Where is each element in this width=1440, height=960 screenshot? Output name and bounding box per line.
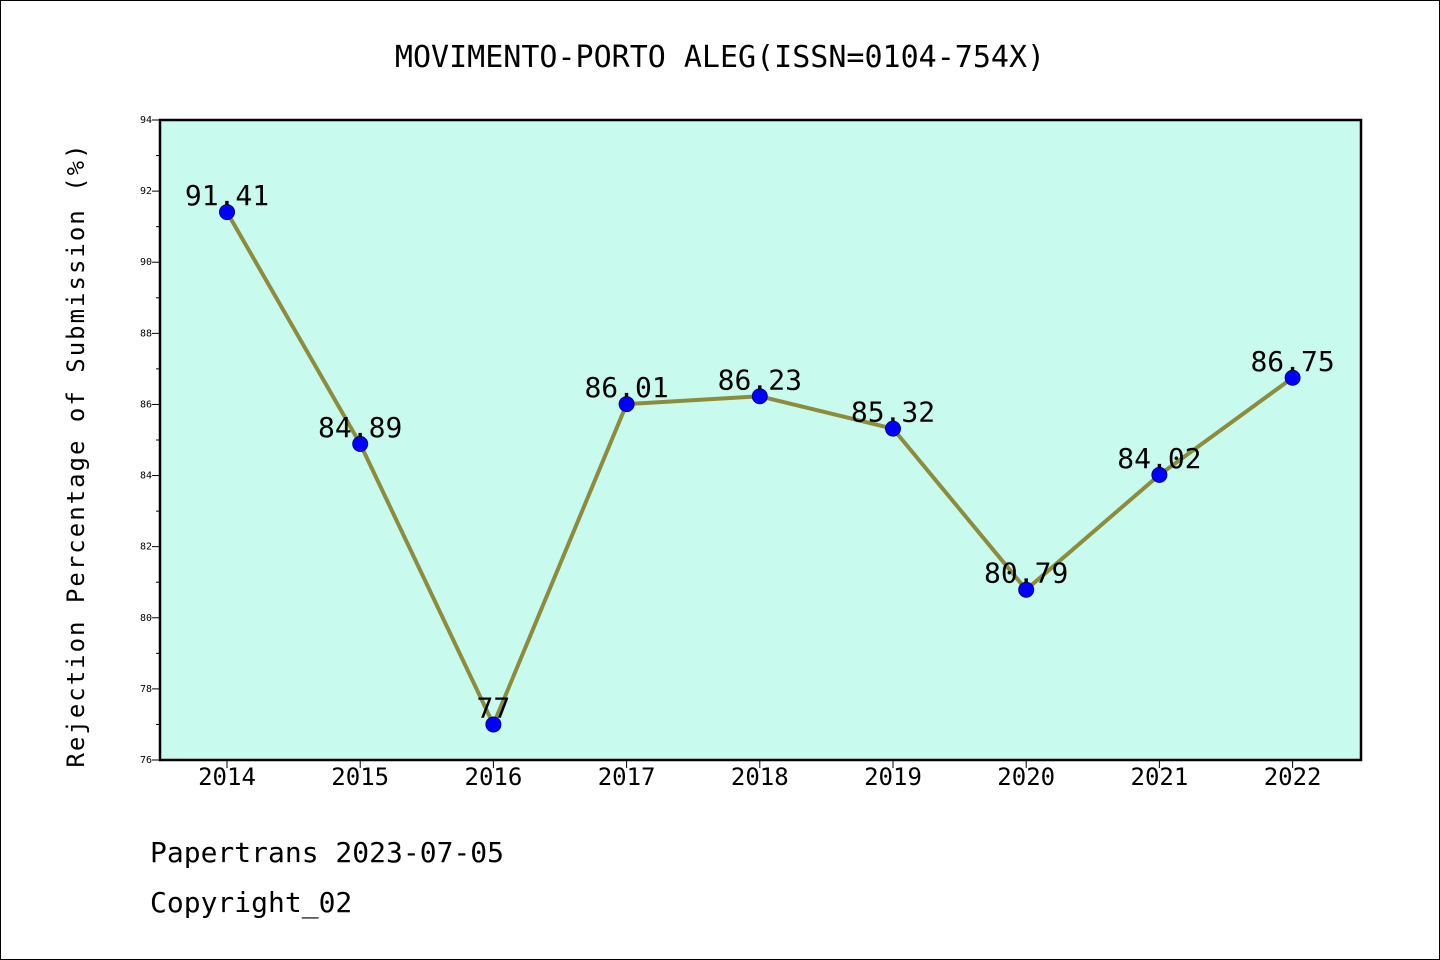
y-tick-label: 78	[140, 684, 152, 695]
x-tick-label: 2022	[1264, 763, 1322, 791]
footer-copyright: Copyright_02	[150, 886, 353, 919]
y-axis-label: Rejection Percentage of Submission (%)	[62, 142, 90, 767]
x-tick-label: 2019	[864, 763, 922, 791]
data-label: 86.01	[584, 371, 668, 404]
data-point	[219, 204, 235, 221]
x-tick-label: 2016	[465, 763, 523, 791]
data-point	[1018, 581, 1035, 598]
y-tick-label: 92	[140, 186, 152, 197]
y-tick-label: 84	[140, 471, 152, 482]
data-label: 86.23	[718, 363, 802, 396]
data-label: 84.02	[1117, 442, 1201, 475]
data-label: 77	[477, 691, 511, 724]
x-tick-label: 2018	[731, 763, 789, 791]
y-tick-label: 86	[140, 399, 152, 410]
y-tick-label: 76	[140, 755, 152, 766]
data-point	[885, 420, 901, 437]
y-tick-label: 94	[140, 115, 152, 126]
data-label: 85.32	[851, 396, 935, 429]
chart-title: MOVIMENTO-PORTO ALEG(ISSN=0104-754X)	[395, 40, 1045, 75]
x-tick-label: 2017	[598, 763, 656, 791]
x-axis: 2014 2015 2016 2017 2018 2019 2020 2021 2022	[198, 760, 1321, 791]
data-label: 86.75	[1250, 345, 1334, 378]
data-point	[1151, 466, 1168, 483]
data-point	[352, 435, 369, 452]
y-tick-label: 80	[140, 613, 152, 624]
x-tick-label: 2020	[997, 763, 1055, 791]
x-tick-label: 2015	[331, 763, 389, 791]
data-label: 84.89	[318, 411, 402, 444]
y-tick-label: 90	[140, 257, 152, 268]
y-tick-label: 88	[140, 328, 152, 339]
data-point	[485, 716, 502, 733]
data-label: 91.41	[185, 179, 269, 212]
x-tick-label: 2014	[198, 763, 256, 791]
x-tick-label: 2021	[1131, 763, 1189, 791]
data-point	[751, 388, 768, 405]
data-point	[1284, 369, 1301, 386]
data-point	[618, 396, 635, 413]
footer-source: Papertrans 2023-07-05	[150, 836, 505, 869]
y-axis: 76 78 80 82 84 86 88 90 92 94	[140, 115, 160, 766]
series-layer: 91.41 84.89 77 86.01 86.23 85.32 80.79 84.02 86.…	[185, 179, 1335, 733]
y-tick-label: 82	[140, 542, 152, 553]
data-label: 80.79	[984, 557, 1068, 590]
